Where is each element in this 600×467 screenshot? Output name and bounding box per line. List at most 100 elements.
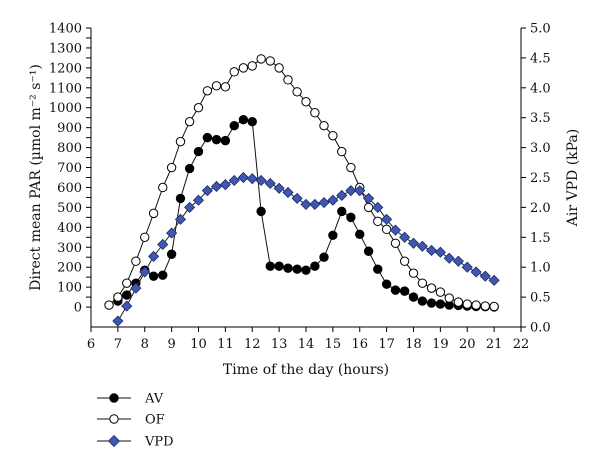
legend-label-of: OF [145,413,165,428]
data-point-av [310,261,320,271]
data-point-of [489,301,499,312]
y2-tick-label: 3.5 [530,111,551,126]
data-point-av [283,263,293,273]
y-tick-label: 1300 [49,41,82,56]
x-tick-label: 7 [114,337,122,352]
data-point-of [337,146,347,157]
y2-tick-label: 5.0 [530,22,551,37]
data-point-vpd [488,274,500,286]
x-tick-label: 17 [378,337,395,352]
x-tick-label: 11 [217,337,234,352]
data-point-of [319,120,329,131]
data-point-av [256,206,266,217]
x-axis-title: Time of the day (hours) [223,362,389,378]
data-point-vpd [273,182,285,194]
legend-label-vpd: VPD [144,435,174,450]
x-tick-label: 21 [486,337,503,352]
data-point-vpd [443,252,455,264]
data-point-of [274,63,284,73]
data-point-of [480,301,490,311]
data-point-vpd [470,266,482,278]
data-point-vpd [354,185,366,197]
y2-tick-label: 0.0 [530,321,551,336]
y-tick-label: 600 [57,181,82,196]
data-point-of [265,56,275,66]
data-point-of [220,82,231,92]
data-point-of [140,232,150,243]
data-point-vpd [309,198,321,210]
data-point-vpd [201,185,213,197]
data-point-vpd [139,266,151,278]
data-point-vpd [166,227,178,239]
data-point-av [184,163,195,174]
data-point-of [202,86,213,96]
data-point-vpd [174,213,187,225]
data-point-of [408,268,419,278]
y-tick-label: 1100 [49,81,82,96]
data-point-av [328,230,338,241]
data-point-vpd [237,171,249,184]
data-point-of [373,216,383,227]
y-tick-label: 300 [57,241,82,256]
data-point-av [408,292,419,302]
data-point-av [417,296,428,306]
data-point-av [381,279,392,289]
data-point-av [363,246,374,256]
legend-marker-of [109,414,119,424]
data-point-av [193,146,204,157]
data-point-av [202,132,213,143]
data-point-vpd [389,224,402,236]
y-tick-label: 1000 [49,101,82,116]
data-point-av [390,285,401,295]
data-point-of [166,162,177,173]
data-point-av [426,298,437,308]
y2-tick-label: 4.5 [530,51,551,66]
data-point-of [453,297,464,307]
axes-group: 6 7 8 9 10 11 12 13 14 15 16 17 18 19 20 21 22 0 100 200 300… [28,22,581,379]
data-point-vpd [372,201,384,213]
data-point-vpd [192,194,205,206]
y2-tick-label: 1.0 [530,261,551,276]
data-point-of [247,61,257,71]
data-point-vpd [121,300,133,312]
data-point-vpd [219,179,231,191]
data-point-vpd [130,282,142,294]
x-tick-label: 18 [405,337,422,352]
data-point-av [346,212,356,223]
series-group [104,54,500,327]
data-point-of [328,130,338,141]
legend-marker-vpd [107,434,121,448]
data-point-vpd [318,197,330,209]
data-point-av [220,135,231,146]
data-point-vpd [210,180,223,193]
data-point-av [274,261,284,271]
data-point-vpd [291,192,303,204]
data-point-av [435,299,446,309]
data-point-av [158,270,168,280]
y2-tick-label: 3.0 [530,141,551,156]
data-point-of [435,287,446,297]
data-point-of [346,162,356,173]
y-tick-label: 700 [57,161,82,176]
y2-tick-label: 4.0 [530,81,551,96]
data-point-vpd [479,270,491,282]
y-tick-label: 1400 [49,22,82,37]
x-tick-label: 22 [513,337,530,352]
data-point-of [113,292,123,302]
data-point-av [337,206,347,217]
data-point-av [238,114,249,125]
data-point-av [211,134,222,145]
data-point-vpd [461,261,473,273]
data-point-av [229,120,239,131]
data-point-of [175,136,186,147]
data-point-of [131,256,141,266]
data-point-vpd [381,213,393,225]
data-point-av [175,193,186,204]
y-tick-label: 0 [74,301,82,316]
legend: AV OF VPD [97,392,174,450]
data-point-of [426,283,437,293]
data-point-av [355,229,365,240]
data-point-of [158,182,168,193]
y-tick-label: 200 [57,261,82,276]
